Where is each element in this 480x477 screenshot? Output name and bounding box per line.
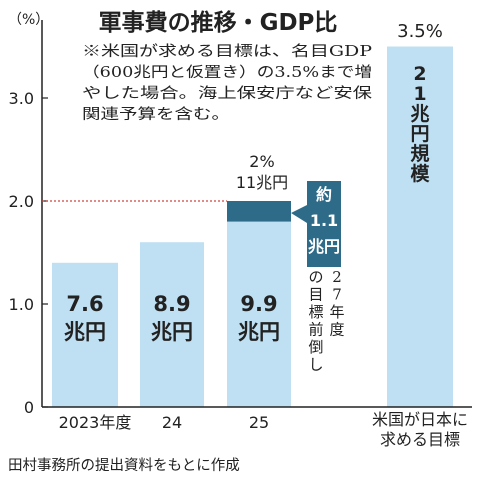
y-tick-label-3: 3.0 [9,89,34,108]
target-category-label-0: 米国が日本に [372,410,468,429]
increment-note-char-9: し [308,356,323,374]
target-value-label: 3.5% [397,21,443,42]
bar-0 [52,262,118,407]
note-line-1: （600兆円と仮置き）の3.5%まで増 [82,64,372,81]
bar-value-unit-1: 兆円 [151,320,193,344]
y-tick-label-0: 0 [24,398,34,417]
x-category-label-2: 25 [249,413,269,432]
bar-value-number-2: 9.9 [240,292,277,316]
x-category-label-0: 2023年度 [59,413,132,432]
note-line-0: ※米国が求める目標は、名目GDP [82,43,372,60]
increment-note-char-3: 度 [329,321,344,339]
axis-layer [41,20,472,408]
increment-note-char-5: 目 [308,286,323,304]
increment-note-char-4: の [308,268,323,286]
increment-note-char-1: 7 [332,286,342,304]
increment-label-0: 約 [316,185,332,204]
unit-label: （%） [8,12,49,28]
increment-note-char-8: 倒 [308,338,323,356]
increment-note-char-7: 前 [308,321,323,339]
increment-note-char-0: 2 [332,268,342,286]
reference-label-amount: 11兆円 [236,173,288,192]
bar-2 [227,221,291,407]
note-line-3: 関連予算を含む。 [82,106,230,123]
increment-note-char-2: 年 [329,303,344,321]
target-inner-label-4: 規 [410,143,429,165]
bar-value-number-1: 8.9 [153,292,190,316]
bar-1 [140,242,204,407]
target-inner-label-5: 模 [410,162,430,185]
increment-callout-box [307,181,341,267]
bars-layer [52,46,453,407]
bar-value-unit-2: 兆円 [238,320,280,344]
increment-callout-pointer [291,205,307,223]
target-inner-label-3: 円 [410,123,429,145]
target-inner-label-2: 兆 [410,103,429,125]
increment-note-char-6: 標 [308,303,323,321]
x-category-label-1: 24 [162,413,182,432]
source-note: 田村事務所の提出資料をもとに作成 [8,457,240,474]
target-inner-label-1: 1 [413,83,426,105]
target-bar [387,46,453,407]
increment-segment [227,201,291,222]
text-layer: 0 1.0 2.0 3.0 （%） 軍事費の推移・GDP比 ※米国が求める目標は、名目GDP… [8,10,468,474]
increment-label-1: 1.1 [310,211,338,230]
increment-label-2: 兆円 [308,237,340,256]
target-inner-label-0: 2 [413,63,426,85]
bar-value-number-0: 7.6 [66,292,103,316]
y-tick-label-1: 1.0 [9,295,34,314]
reference-label-percent: 2% [249,152,274,171]
bar-value-unit-0: 兆円 [64,320,106,344]
note-line-2: やした場合。海上保安庁など安保 [82,85,373,102]
target-category-label-1: 求める目標 [380,430,460,449]
chart-title: 軍事費の推移・GDP比 [99,10,338,36]
y-tick-label-2: 2.0 [9,192,34,211]
